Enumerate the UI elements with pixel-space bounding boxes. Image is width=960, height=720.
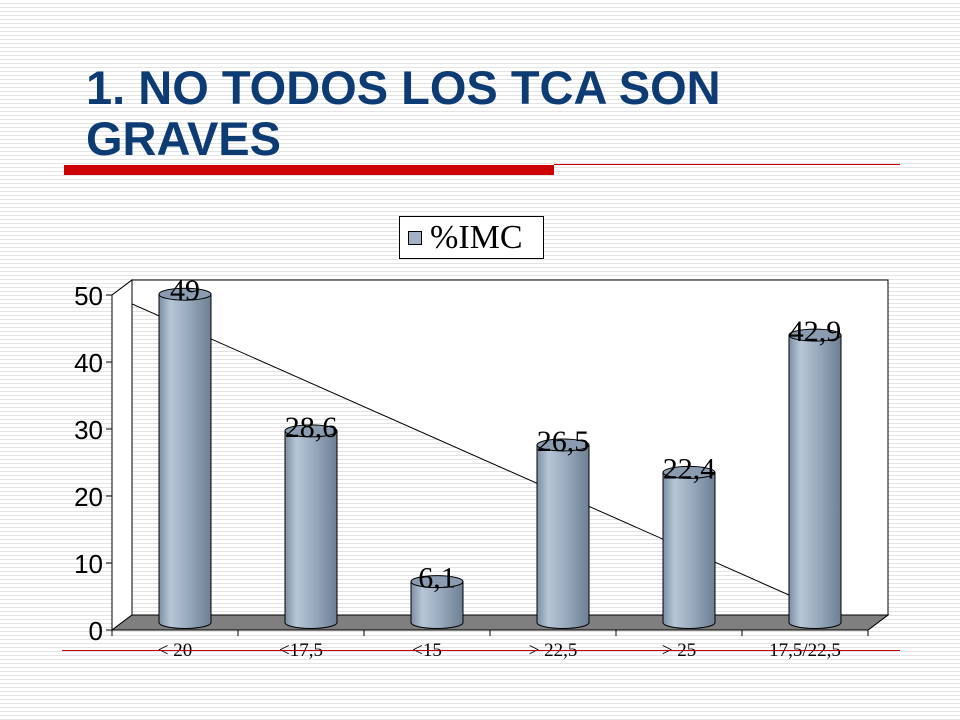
bottom-rule <box>62 650 900 651</box>
bar-body <box>788 334 842 629</box>
legend-swatch <box>408 231 422 245</box>
chart-floor <box>110 614 890 631</box>
bar-body <box>536 444 590 629</box>
chart-side-wall <box>111 279 133 631</box>
bar-top <box>536 438 590 452</box>
bar-body <box>158 293 212 629</box>
bar-top <box>788 328 842 342</box>
bar-top <box>662 465 716 479</box>
y-tick-label: 50 <box>74 281 103 311</box>
bar <box>410 575 464 629</box>
bar-top <box>410 575 464 589</box>
bar-data-label: 22,4 <box>663 452 716 485</box>
title-underline-thick <box>64 165 554 175</box>
bar <box>788 328 842 629</box>
bar <box>662 465 716 629</box>
y-tick-label: 10 <box>74 549 103 579</box>
bar-body <box>662 471 716 629</box>
bar-body <box>410 581 464 629</box>
bar-top <box>158 287 212 301</box>
bar-data-label: 6,1 <box>418 562 456 595</box>
bar-data-label: 49 <box>170 274 200 307</box>
legend-label: %IMC <box>430 219 523 256</box>
bar-data-label: 28,6 <box>285 411 338 444</box>
y-tick-label: 40 <box>74 348 103 378</box>
bar-data-label: 26,5 <box>537 425 590 458</box>
legend: %IMC <box>399 216 544 259</box>
chart-back-wall <box>111 279 889 631</box>
bar <box>158 287 212 629</box>
slide-title: 1. NO TODOS LOS TCA SON GRAVES <box>86 61 721 165</box>
title-underline-thin <box>554 164 900 165</box>
bar-top <box>284 424 338 438</box>
y-tick-label: 20 <box>74 482 103 512</box>
y-tick-label: 30 <box>74 415 103 445</box>
bar <box>284 424 338 629</box>
bar-body <box>284 430 338 629</box>
bar-data-label: 42,9 <box>789 315 842 348</box>
y-tick-label: 0 <box>89 616 103 646</box>
bar <box>536 438 590 629</box>
